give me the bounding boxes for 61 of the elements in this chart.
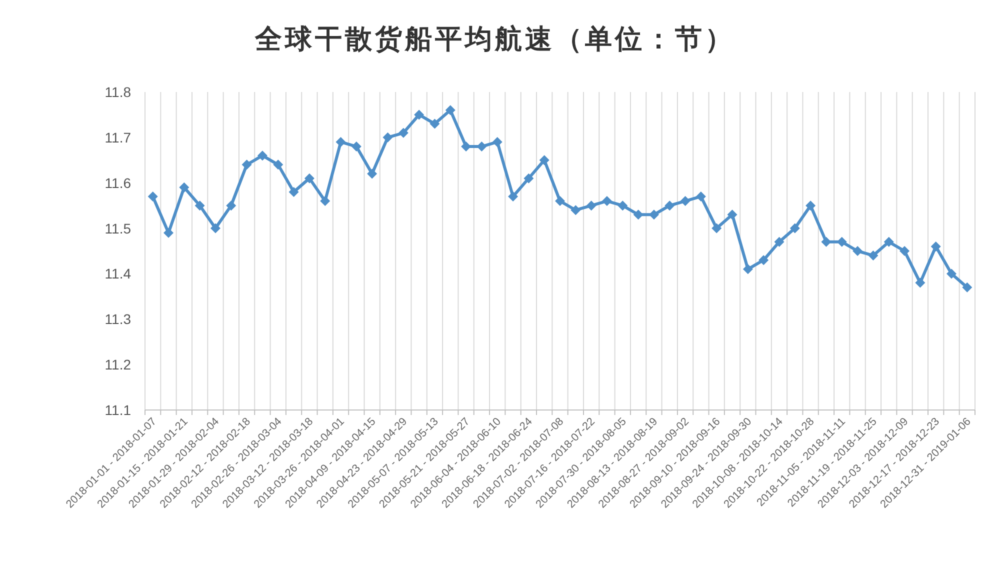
point (367, 168, 378, 179)
point (351, 142, 362, 152)
point (570, 205, 581, 216)
point (836, 236, 847, 247)
point (336, 136, 346, 147)
point (618, 200, 628, 211)
point (524, 173, 534, 184)
point (288, 186, 299, 197)
point (539, 155, 550, 166)
point (179, 182, 190, 192)
point (946, 268, 957, 279)
point (633, 210, 644, 220)
point (696, 191, 706, 202)
point (680, 196, 690, 206)
point (758, 255, 769, 266)
point (648, 210, 659, 220)
y-tick-label: 11.3 (104, 311, 132, 328)
point (210, 223, 220, 234)
point (821, 236, 832, 247)
point (664, 200, 675, 211)
point (806, 200, 816, 211)
y-tick-label: 11.2 (104, 356, 132, 373)
point (430, 118, 440, 129)
point (774, 236, 784, 247)
point (226, 200, 236, 211)
point (320, 196, 330, 206)
point (508, 191, 518, 202)
point (555, 196, 565, 206)
point (930, 241, 941, 252)
point (273, 160, 284, 170)
point (242, 160, 252, 170)
point (476, 142, 487, 152)
y-tick-label: 11.4 (104, 266, 132, 282)
point (414, 110, 424, 120)
point (586, 200, 596, 211)
point (148, 191, 158, 202)
point (163, 228, 174, 238)
y-tick-label: 11.7 (104, 129, 132, 146)
y-tick-label: 11.5 (104, 220, 132, 236)
point (868, 250, 878, 261)
point (727, 210, 738, 220)
point (915, 278, 926, 288)
point (962, 282, 972, 292)
point (712, 223, 722, 234)
point (382, 132, 393, 142)
point (790, 223, 800, 234)
point (398, 128, 408, 138)
y-tick-label: 11.8 (104, 84, 132, 100)
y-tick-label: 11.1 (104, 402, 132, 418)
chart-title: 全球干散货船平均航速（单位：节） (254, 24, 735, 55)
point (602, 196, 612, 206)
point (257, 150, 268, 161)
point (194, 200, 205, 211)
point (492, 136, 502, 147)
point (884, 236, 894, 247)
y-tick-label: 11.6 (104, 174, 132, 191)
point (304, 173, 314, 184)
point (900, 246, 910, 256)
point (852, 246, 863, 256)
point (445, 105, 456, 116)
point (742, 264, 753, 274)
